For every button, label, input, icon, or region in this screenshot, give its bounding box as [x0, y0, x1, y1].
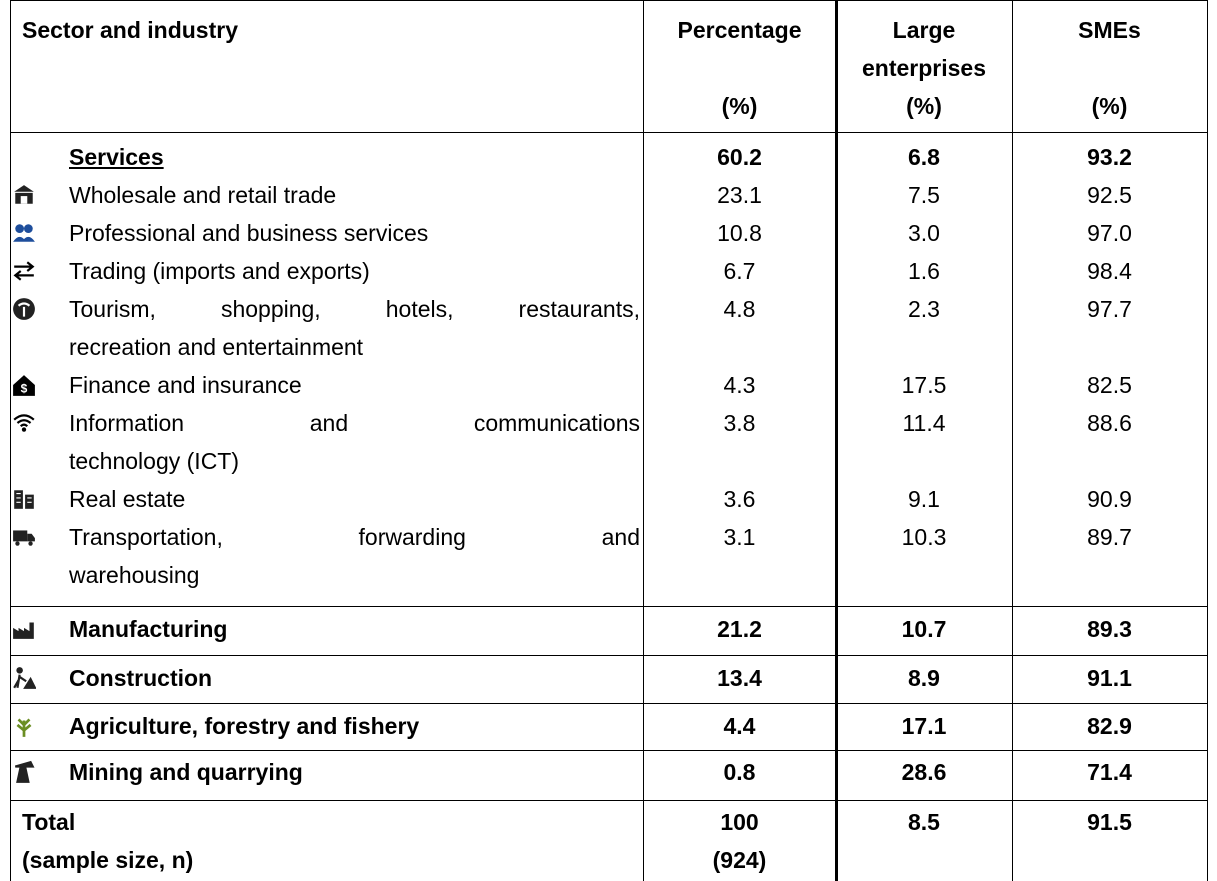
cell-value: 28.6	[901, 759, 947, 785]
icon	[13, 261, 35, 281]
cell-value: 89.3	[1087, 616, 1132, 642]
icon	[16, 718, 32, 737]
row-label: Total	[22, 809, 76, 835]
column-border	[835, 0, 838, 881]
border	[10, 0, 1207, 1]
cell-value: 10.7	[901, 616, 947, 642]
row-label: warehousing	[69, 562, 200, 588]
row-label: Information and communications	[69, 410, 640, 436]
cell-value: 13.4	[717, 665, 762, 691]
cell-value: 4.4	[723, 713, 756, 739]
header-label: enterprises	[861, 55, 986, 81]
icon	[14, 185, 34, 204]
row-label: Wholesale and retail trade	[69, 182, 337, 208]
cell-value: 97.0	[1087, 220, 1132, 246]
cell-value: 8.9	[908, 665, 940, 691]
row-label: Tourism, shopping, hotels, restaurants,	[69, 296, 640, 322]
row-label: Agriculture, forestry and fishery	[69, 713, 420, 739]
cell-value: 93.2	[1087, 144, 1132, 170]
row-label: Trading (imports and exports)	[69, 258, 370, 284]
row-label: Manufacturing	[69, 616, 228, 642]
cell-value: 21.2	[717, 616, 762, 642]
cell-value: 9.1	[908, 486, 940, 512]
cell-value: 82.9	[1087, 713, 1132, 739]
cell-value: 3.6	[723, 486, 756, 512]
cell-value: 88.6	[1087, 410, 1132, 436]
cell-value: 11.4	[902, 410, 946, 436]
cell-value: 6.8	[908, 144, 940, 170]
row-label: Services	[69, 144, 164, 170]
cell-value: 3.1	[723, 524, 756, 550]
cell-value: 10.8	[717, 220, 762, 246]
cell-value: 0.8	[723, 759, 756, 785]
cell-value: 60.2	[717, 144, 762, 170]
column-border	[1012, 0, 1013, 881]
row-border	[10, 132, 1207, 133]
row-border	[10, 606, 1207, 607]
header-unit: (%)	[906, 93, 942, 119]
icon	[14, 490, 34, 509]
cell-value: 90.9	[1087, 486, 1132, 512]
row-border	[10, 750, 1207, 751]
cell-value: 3.0	[908, 220, 940, 246]
header-unit: (%)	[721, 93, 758, 119]
svg-text:$: $	[21, 382, 28, 396]
icon	[13, 622, 34, 639]
header-label: Percentage	[677, 17, 802, 43]
icon	[14, 760, 35, 783]
cell-value: 100	[720, 809, 759, 835]
row-label: (sample size, n)	[22, 847, 194, 873]
cell-value: 4.8	[723, 296, 756, 322]
cell-value: 92.5	[1087, 182, 1132, 208]
cell-value: 2.3	[908, 296, 940, 322]
cell-value: 7.5	[908, 182, 940, 208]
cell-value: 71.4	[1087, 759, 1132, 785]
cell-value: 10.3	[901, 524, 947, 550]
row-label: Mining and quarrying	[69, 759, 303, 785]
column-border	[1207, 0, 1208, 881]
row-border	[10, 703, 1207, 704]
cell-value: 98.4	[1087, 258, 1132, 284]
cell-value: 23.1	[717, 182, 762, 208]
column-border	[643, 0, 644, 881]
icon	[13, 530, 35, 546]
row-label: Professional and business services	[69, 220, 429, 246]
cell-value: 91.1	[1087, 665, 1132, 691]
header-label: Sector and industry	[22, 17, 238, 43]
cell-value: 4.3	[723, 372, 756, 398]
header-unit: (%)	[1091, 93, 1128, 119]
icon: $	[13, 375, 35, 396]
row-label: recreation and entertainment	[69, 334, 364, 360]
cell-value: 6.7	[723, 258, 756, 284]
header-label: SMEs	[1078, 17, 1141, 43]
row-label: Real estate	[69, 486, 186, 512]
cell-value: 82.5	[1087, 372, 1132, 398]
cell-value: 8.5	[908, 809, 940, 835]
cell-value: 1.6	[908, 258, 940, 284]
row-border	[10, 655, 1207, 656]
icon	[13, 414, 35, 432]
cell-value: 17.5	[901, 372, 947, 398]
icon	[13, 298, 35, 320]
row-border	[10, 800, 1207, 801]
header-label: Large	[892, 17, 956, 43]
icon	[13, 667, 36, 689]
cell-value: 3.8	[723, 410, 756, 436]
cell-value: (924)	[712, 847, 767, 873]
row-label: Transportation, forwarding and	[69, 524, 640, 550]
row-label: technology (ICT)	[69, 448, 240, 474]
column-border	[10, 0, 11, 881]
cell-value: 97.7	[1087, 296, 1132, 322]
row-label: Finance and insurance	[69, 372, 302, 398]
cell-value: 89.7	[1087, 524, 1132, 550]
row-label: Construction	[69, 665, 213, 691]
icon	[13, 224, 35, 242]
cell-value: 91.5	[1087, 809, 1132, 835]
cell-value: 17.1	[901, 713, 947, 739]
